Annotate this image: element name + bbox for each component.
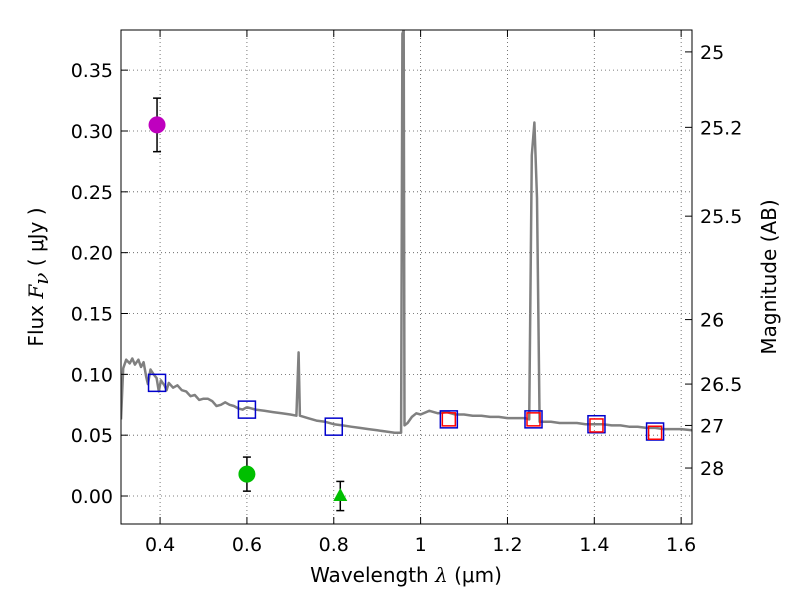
model-photometry-square bbox=[526, 412, 541, 427]
upper-limit-triangle bbox=[333, 488, 348, 502]
synthetic-photometry-square bbox=[645, 422, 665, 441]
sed-template-line bbox=[121, 30, 692, 434]
y-tick-label: 0.15 bbox=[71, 304, 113, 326]
y-axis-label: Flux Fν ( μJy ) bbox=[24, 207, 53, 346]
y-tick-label: 0.30 bbox=[71, 121, 113, 143]
data-series bbox=[121, 30, 692, 512]
right-tick-label: 26.5 bbox=[700, 374, 742, 396]
x-tick-label: 0.6 bbox=[232, 534, 262, 556]
model-photometry-square bbox=[441, 412, 457, 427]
x-tick-label: 0.4 bbox=[145, 534, 175, 556]
x-axis-label: Wavelength λ (μm) bbox=[310, 563, 502, 587]
y-tick-label: 0.20 bbox=[71, 243, 113, 265]
right-axis-label: Magnitude (AB) bbox=[757, 199, 781, 354]
plot-area-frame bbox=[120, 29, 693, 525]
x-tick-label: 0.8 bbox=[319, 534, 349, 556]
right-tick-label: 25 bbox=[700, 42, 724, 64]
observed-flux-point bbox=[148, 116, 166, 134]
grid-lines bbox=[121, 30, 692, 524]
y-tick-label: 0.35 bbox=[71, 60, 113, 82]
model-photometry-square bbox=[647, 425, 663, 440]
synthetic-photometry-square bbox=[439, 410, 459, 429]
y-tick-label: 0.10 bbox=[71, 364, 113, 386]
right-tick-label: 25.5 bbox=[700, 206, 742, 228]
x-tick-label: 1.6 bbox=[666, 534, 696, 556]
synthetic-photometry-square bbox=[237, 400, 257, 419]
synthetic-photometry-square bbox=[147, 373, 167, 393]
model-photometry-square bbox=[589, 418, 604, 433]
right-tick-label: 27 bbox=[700, 415, 724, 437]
y-tick-label: 0.00 bbox=[71, 486, 113, 508]
synthetic-photometry-square bbox=[324, 417, 344, 436]
synthetic-photometry-square bbox=[587, 414, 606, 434]
x-tick-label: 1.4 bbox=[579, 534, 609, 556]
synthetic-photometry-square bbox=[524, 410, 543, 429]
right-tick-label: 25.2 bbox=[700, 117, 742, 139]
axis-ticks: 0.4 0.6 0.8 1 1.2 1.4 1.6 0.00 0.05 0.10 0.15 0.20 0… bbox=[71, 30, 742, 556]
x-tick-label: 1.2 bbox=[492, 534, 522, 556]
right-tick-label: 28 bbox=[700, 458, 724, 480]
observed-flux-point bbox=[238, 465, 256, 483]
right-tick-label: 26 bbox=[700, 310, 724, 332]
y-tick-label: 0.05 bbox=[71, 425, 113, 447]
y-tick-label: 0.25 bbox=[71, 182, 113, 204]
x-tick-label: 1 bbox=[415, 534, 427, 556]
